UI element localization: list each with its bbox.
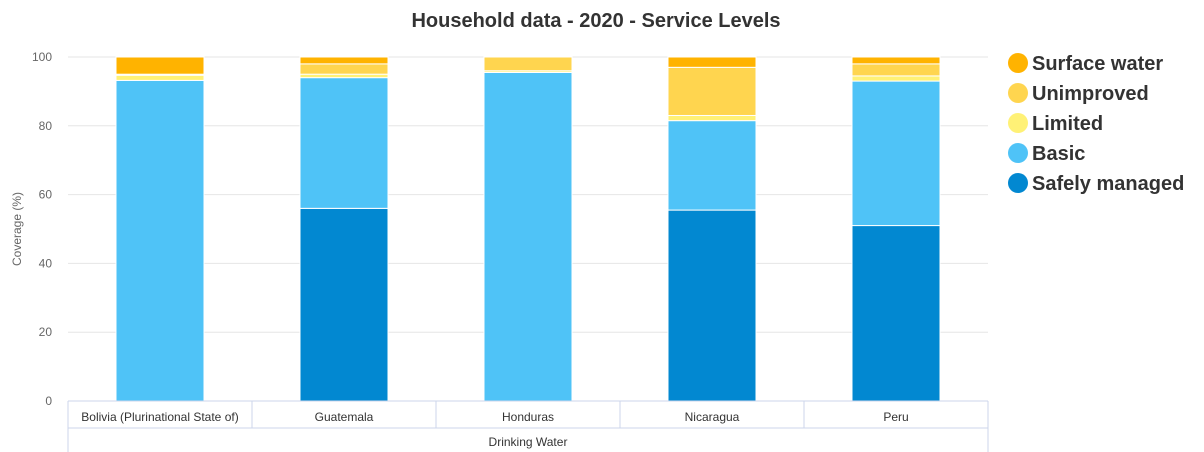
x-tick-label: Peru	[883, 410, 908, 424]
bar-segment[interactable]	[299, 63, 389, 75]
x-tick-label: Bolivia (Plurinational State of)	[81, 410, 238, 424]
bar-segment[interactable]	[667, 114, 757, 122]
y-axis-ticks: 0 20 40 60 80 100	[32, 50, 52, 408]
legend-marker	[1008, 113, 1028, 133]
bar-segment[interactable]	[851, 80, 941, 227]
bar-segment[interactable]	[299, 207, 389, 402]
bar-segment[interactable]	[851, 56, 941, 65]
y-axis-label: Coverage (%)	[10, 192, 24, 266]
x-tick-label: Honduras	[502, 410, 554, 424]
y-tick-label: 100	[32, 50, 52, 64]
bar-segment[interactable]	[299, 73, 389, 79]
bar-segment[interactable]	[851, 75, 941, 82]
legend-item[interactable]: Surface water	[1008, 53, 1163, 75]
bar-segment[interactable]	[483, 71, 573, 402]
bar-segment[interactable]	[667, 120, 757, 211]
x-tick-label: Guatemala	[315, 410, 374, 424]
group-label: Drinking Water	[489, 435, 568, 449]
bar-segment[interactable]	[115, 56, 205, 75]
bar-segment[interactable]	[299, 56, 389, 65]
x-axis: Bolivia (Plurinational State of) Guatemal…	[67, 400, 989, 452]
bar-segment[interactable]	[667, 66, 757, 116]
x-tick-label: Nicaragua	[685, 410, 740, 424]
y-tick-label: 0	[45, 394, 52, 408]
legend-item[interactable]: Safely managed	[1008, 173, 1184, 195]
y-tick-label: 60	[39, 188, 53, 202]
bar-segment[interactable]	[115, 79, 205, 402]
legend-label: Basic	[1032, 143, 1085, 165]
legend-item[interactable]: Limited	[1008, 113, 1103, 135]
legend-label: Surface water	[1032, 53, 1163, 75]
legend-marker	[1008, 173, 1028, 193]
legend: Surface water Unimproved Limited Basic Safel…	[1008, 53, 1184, 195]
bars	[115, 56, 941, 402]
legend-label: Limited	[1032, 113, 1103, 135]
y-tick-label: 20	[39, 325, 53, 339]
bar-segment[interactable]	[667, 56, 757, 68]
bar-segment[interactable]	[851, 63, 941, 77]
bar-segment[interactable]	[483, 56, 573, 72]
legend-label: Safely managed	[1032, 173, 1184, 195]
legend-item[interactable]: Basic	[1008, 143, 1085, 165]
legend-label: Unimproved	[1032, 83, 1149, 105]
y-tick-label: 40	[39, 256, 53, 270]
y-tick-label: 80	[39, 119, 53, 133]
legend-item[interactable]: Unimproved	[1008, 83, 1149, 105]
legend-marker	[1008, 53, 1028, 73]
chart-title: Household data - 2020 - Service Levels	[411, 10, 780, 32]
legend-marker	[1008, 83, 1028, 103]
bar-segment[interactable]	[115, 74, 205, 81]
bar-segment[interactable]	[851, 225, 941, 402]
bar-segment[interactable]	[667, 209, 757, 402]
legend-marker	[1008, 143, 1028, 163]
bar-segment[interactable]	[299, 77, 389, 209]
